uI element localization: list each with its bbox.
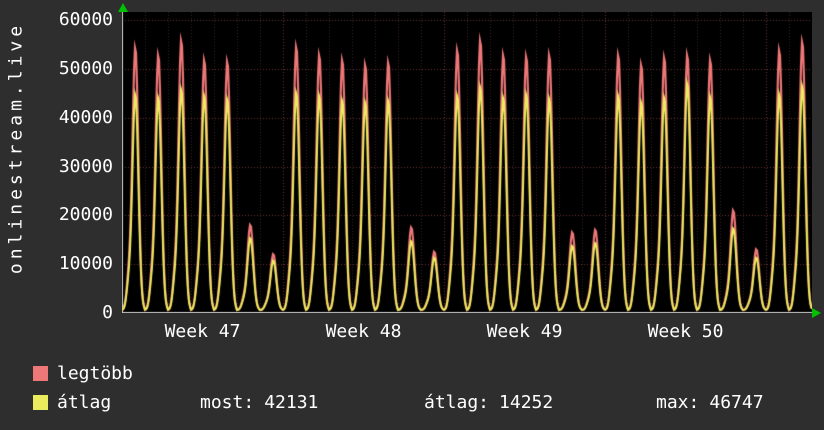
legend-swatch-legtobb-icon	[33, 366, 48, 381]
y-tick-label: 30000	[58, 155, 113, 177]
plot-canvas	[122, 12, 812, 313]
legend-swatch-atlag-icon	[33, 395, 48, 410]
legend-label-legtobb: legtöbb	[57, 363, 133, 384]
y-tick-label: 0	[102, 302, 113, 323]
legend-item-legtobb: legtöbb	[33, 363, 133, 384]
x-week-label: Week 49	[486, 321, 563, 342]
x-week-label: Week 48	[325, 321, 402, 342]
y-axis-arrow-icon	[118, 3, 128, 12]
stat-atlag-value: 14252	[499, 392, 554, 413]
stat-max: max: 46747	[656, 392, 764, 413]
y-tick-label: 60000	[58, 9, 113, 31]
stat-most-value: 42131	[264, 392, 319, 413]
stat-atlag: átlag: 14252	[424, 392, 553, 413]
legend-label-atlag: átlag	[57, 392, 112, 413]
stat-atlag-label: átlag:	[424, 392, 490, 413]
y-tick-label: 20000	[58, 204, 113, 226]
y-tick-label: 10000	[58, 253, 113, 275]
x-axis-arrow-icon	[812, 308, 821, 318]
y-tick-label: 50000	[58, 58, 113, 80]
stat-max-label: max:	[656, 392, 700, 413]
stat-most-label: most:	[200, 392, 255, 413]
y-tick-label: 40000	[58, 106, 113, 128]
x-week-label: Week 47	[164, 321, 241, 342]
stat-max-value: 46747	[709, 392, 764, 413]
x-week-label: Week 50	[647, 321, 724, 342]
legend-item-atlag: átlag	[33, 392, 111, 413]
stat-most: most: 42131	[200, 392, 318, 413]
